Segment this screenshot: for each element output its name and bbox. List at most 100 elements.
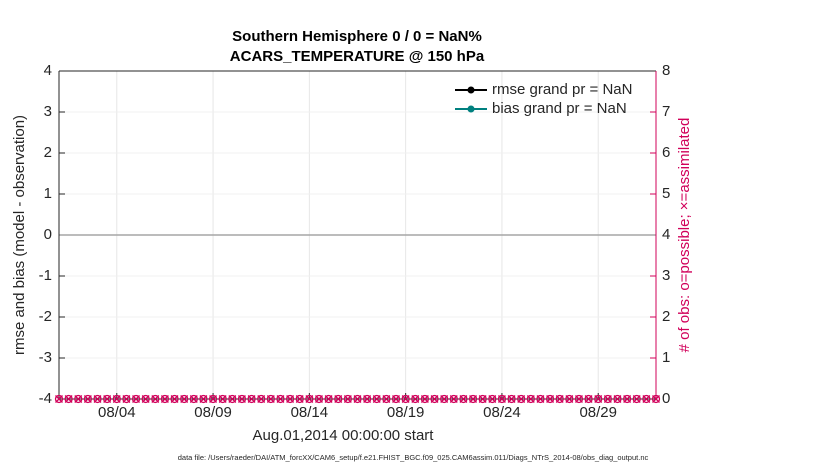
assimilated-marker	[401, 395, 410, 403]
possible-marker	[131, 394, 141, 404]
assimilated-marker	[603, 395, 612, 403]
possible-marker	[199, 394, 208, 404]
assimilated-marker	[478, 395, 487, 403]
possible-marker	[488, 394, 497, 404]
possible-marker	[189, 394, 198, 404]
x-tick-label: 08/14	[291, 404, 329, 421]
assimilated-marker	[132, 395, 140, 403]
possible-marker	[237, 394, 247, 404]
assimilated-marker	[103, 395, 112, 403]
possible-marker	[391, 394, 401, 404]
possible-marker	[526, 394, 535, 404]
assimilated-marker	[160, 395, 169, 403]
assimilated-marker	[218, 395, 227, 403]
possible-marker	[93, 394, 102, 404]
y-tick-label: -2	[39, 308, 52, 325]
possible-marker	[208, 394, 218, 404]
chart-title: Southern Hemisphere 0 / 0 = NaN%	[232, 28, 482, 45]
possible-marker	[64, 394, 73, 404]
assimilated-marker	[565, 395, 574, 403]
assimilated-marker	[324, 395, 333, 403]
y-tick-label: -4	[39, 390, 52, 407]
possible-marker	[642, 394, 651, 404]
possible-marker	[420, 394, 430, 404]
possible-marker	[565, 394, 574, 404]
possible-marker	[622, 394, 632, 404]
possible-marker	[497, 394, 507, 404]
possible-marker	[102, 394, 112, 404]
possible-marker	[305, 394, 314, 404]
assimilated-marker	[497, 395, 506, 403]
possible-marker	[440, 394, 449, 404]
possible-marker	[170, 394, 179, 404]
possible-marker	[266, 394, 275, 404]
possible-marker	[536, 394, 545, 404]
assimilated-marker	[392, 395, 400, 403]
y-tick-label: 3	[44, 103, 52, 120]
possible-marker	[122, 394, 131, 404]
assimilated-marker	[517, 395, 526, 403]
possible-marker	[507, 394, 516, 404]
possible-marker	[574, 394, 584, 404]
legend-marker	[467, 86, 475, 94]
assimilated-marker	[488, 395, 497, 403]
assimilated-marker	[469, 395, 478, 403]
y-tick-label: 4	[44, 62, 52, 79]
y2-tick-label: 8	[662, 62, 670, 79]
assimilated-marker	[575, 395, 583, 403]
possible-marker	[334, 394, 343, 404]
possible-marker	[594, 394, 603, 404]
y-tick-label: -3	[39, 349, 52, 366]
y-tick-label: 1	[44, 185, 52, 202]
possible-marker	[180, 394, 189, 404]
possible-marker	[401, 394, 410, 404]
assimilated-marker	[93, 395, 102, 403]
possible-marker	[517, 394, 526, 404]
y2-tick-label: 6	[662, 144, 670, 161]
assimilated-marker	[555, 395, 564, 403]
y2-axis-label: # of obs: o=possible; ×=assimilated	[676, 118, 693, 353]
possible-marker	[372, 394, 381, 404]
possible-marker	[343, 394, 353, 404]
possible-marker	[362, 394, 372, 404]
assimilated-marker	[459, 395, 468, 403]
assimilated-marker	[430, 395, 439, 403]
assimilated-marker	[228, 395, 237, 403]
assimilated-marker	[623, 395, 632, 403]
possible-marker	[160, 394, 170, 404]
possible-marker	[545, 394, 555, 404]
assimilated-marker	[189, 395, 198, 403]
assimilated-marker	[180, 395, 189, 403]
assimilated-marker	[266, 395, 275, 403]
assimilated-marker	[584, 395, 593, 403]
possible-marker	[228, 394, 237, 404]
x-axis-label: Aug.01,2014 00:00:00 start	[253, 427, 435, 444]
x-tick-label: 08/04	[98, 404, 136, 421]
legend-marker	[467, 105, 475, 113]
assimilated-marker	[74, 395, 83, 403]
legend-label: rmse grand pr = NaN	[492, 81, 632, 98]
y-tick-label: 0	[44, 226, 52, 243]
chart-subtitle: ACARS_TEMPERATURE @ 150 hPa	[230, 48, 485, 65]
assimilated-marker	[363, 395, 372, 403]
possible-marker	[468, 394, 478, 404]
assimilated-marker	[449, 395, 458, 403]
assimilated-marker	[642, 395, 651, 403]
assimilated-marker	[209, 395, 218, 403]
y2-tick-label: 3	[662, 267, 670, 284]
assimilated-marker	[507, 395, 516, 403]
possible-marker	[603, 394, 613, 404]
possible-marker	[314, 394, 324, 404]
possible-marker	[430, 394, 439, 404]
possible-marker	[651, 394, 661, 404]
assimilated-marker	[237, 395, 246, 403]
possible-marker	[613, 394, 622, 404]
possible-marker	[276, 394, 285, 404]
possible-marker	[218, 394, 227, 404]
assimilated-marker	[141, 395, 150, 403]
possible-marker	[74, 394, 83, 404]
y2-tick-label: 0	[662, 390, 670, 407]
possible-marker	[411, 394, 420, 404]
